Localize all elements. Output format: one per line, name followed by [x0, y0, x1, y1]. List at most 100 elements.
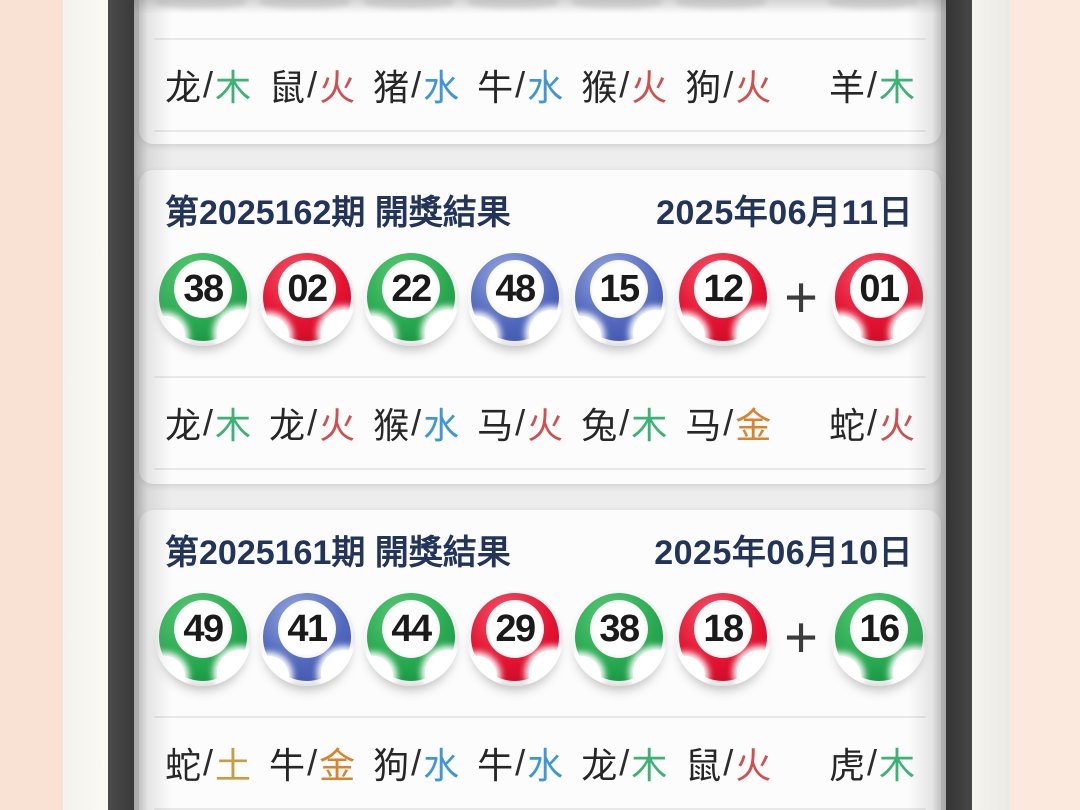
zodiac-animal: 牛 — [477, 745, 514, 786]
lottery-ball: 18 — [675, 590, 771, 686]
ball-face: 38 — [590, 600, 648, 658]
zodiac-animal: 虎 — [828, 745, 865, 786]
divider — [154, 38, 926, 40]
zodiac-animal: 猪 — [373, 67, 410, 108]
ball-face: 16 — [850, 600, 908, 658]
draw-date: 2025年06月11日 — [656, 194, 913, 232]
draw-date: 2025年06月10日 — [654, 534, 913, 572]
zodiac-element: 水 — [423, 67, 460, 108]
result-card-2025162: 第2025162期 開獎結果 2025年06月11日 38 02 22 48 1… — [139, 170, 941, 484]
zodiac-animal: 蛇 — [828, 405, 865, 446]
zodiac-pair: 狗 / 水 — [373, 737, 459, 789]
zodiac-animal: 狗 — [373, 745, 410, 786]
special-lottery-ball: 01 — [831, 250, 927, 346]
ball-face: 48 — [486, 260, 544, 318]
zodiac-element: 火 — [878, 405, 915, 446]
draw-title: 第2025161期 開獎結果 — [165, 534, 511, 572]
zodiac-pair: 猴 / 水 — [373, 397, 459, 449]
ball-face: 12 — [694, 260, 752, 318]
zodiac-row: 龙 / 木 鼠 / 火 猪 / 水 牛 / 水 猴 / 火 狗 / 火 羊 / 木 — [139, 40, 941, 130]
zodiac-element: 木 — [631, 405, 668, 446]
lottery-ball: 41 — [259, 590, 355, 686]
ball-face: 41 — [278, 600, 336, 658]
slash: / — [866, 742, 877, 783]
zodiac-animal: 鼠 — [685, 745, 722, 786]
lottery-ball: 44 — [363, 590, 459, 686]
card-gap — [134, 484, 946, 510]
zodiac-animal: 兔 — [581, 405, 618, 446]
zodiac-element: 火 — [319, 67, 356, 108]
lottery-ball: 29 — [467, 590, 563, 686]
zodiac-element: 木 — [215, 67, 252, 108]
zodiac-element: 木 — [878, 745, 915, 786]
lottery-ball: 38 — [155, 250, 251, 346]
zodiac-pair: 鼠 / 火 — [269, 59, 355, 111]
ball-face: 29 — [486, 600, 544, 658]
zodiac-animal: 牛 — [269, 745, 306, 786]
ball-number: 15 — [599, 267, 640, 310]
ball-face: 49 — [174, 600, 232, 658]
zodiac-pair: 羊 / 木 — [829, 59, 915, 111]
ball-number: 48 — [495, 267, 536, 310]
slash: / — [515, 64, 526, 105]
zodiac-element: 火 — [319, 405, 356, 446]
zodiac-animal: 鼠 — [269, 67, 306, 108]
card-gap — [134, 144, 946, 170]
zodiac-pair: 马 / 火 — [477, 397, 563, 449]
zodiac-animal: 龙 — [165, 67, 202, 108]
slash: / — [619, 402, 630, 443]
zodiac-pair: 牛 / 金 — [269, 737, 355, 789]
ball-number: 18 — [703, 607, 744, 650]
ball-number: 22 — [391, 267, 432, 310]
lottery-ball: 02 — [259, 250, 355, 346]
ball-number: 49 — [183, 607, 224, 650]
zodiac-animal: 羊 — [828, 67, 865, 108]
zodiac-animal: 龙 — [581, 745, 618, 786]
zodiac-animal: 猴 — [373, 405, 410, 446]
zodiac-element: 水 — [527, 67, 564, 108]
zodiac-pair: 龙 / 木 — [165, 59, 251, 111]
slash: / — [411, 402, 422, 443]
lottery-ball: 38 — [571, 590, 667, 686]
slash: / — [515, 402, 526, 443]
zodiac-element: 木 — [215, 405, 252, 446]
slash: / — [723, 742, 734, 783]
zodiac-element: 水 — [423, 405, 460, 446]
ball-number: 12 — [703, 267, 744, 310]
slash: / — [411, 742, 422, 783]
ball-face: 02 — [278, 260, 336, 318]
cutoff-ball-remnant — [571, 0, 663, 9]
ball-face: 15 — [590, 260, 648, 318]
slash: / — [619, 64, 630, 105]
slash: / — [307, 742, 318, 783]
cutoff-ball-row — [139, 0, 941, 38]
cutoff-ball-remnant — [827, 0, 919, 9]
zodiac-element: 金 — [735, 405, 772, 446]
zodiac-pair: 牛 / 水 — [477, 737, 563, 789]
ball-row: 38 02 22 48 15 12 + 01 — [139, 236, 941, 376]
lottery-ball: 15 — [571, 250, 667, 346]
ball-number: 38 — [599, 607, 640, 650]
zodiac-pair: 猴 / 火 — [581, 59, 667, 111]
phone-screen: 龙 / 木 鼠 / 火 猪 / 水 牛 / 水 猴 / 火 狗 / 火 羊 / 木 第2025162期 開獎… — [134, 0, 946, 810]
ball-number: 41 — [287, 607, 328, 650]
zodiac-pair: 龙 / 木 — [581, 737, 667, 789]
slash: / — [203, 64, 214, 105]
zodiac-element: 木 — [878, 67, 915, 108]
slash: / — [307, 402, 318, 443]
zodiac-element: 火 — [527, 405, 564, 446]
card-header: 第2025162期 開獎結果 2025年06月11日 — [139, 170, 941, 236]
result-card-2025161: 第2025161期 開獎結果 2025年06月10日 49 41 44 29 3… — [139, 510, 941, 810]
zodiac-pair: 蛇 / 土 — [165, 737, 251, 789]
zodiac-pair: 猪 / 水 — [373, 59, 459, 111]
zodiac-pair: 狗 / 火 — [685, 59, 771, 111]
ball-face: 18 — [694, 600, 752, 658]
slash: / — [723, 402, 734, 443]
zodiac-element: 火 — [735, 745, 772, 786]
ball-number: 02 — [287, 267, 328, 310]
ball-face: 01 — [850, 260, 908, 318]
lottery-ball: 12 — [675, 250, 771, 346]
ball-number: 29 — [495, 607, 536, 650]
slash: / — [307, 64, 318, 105]
zodiac-element: 金 — [319, 745, 356, 786]
